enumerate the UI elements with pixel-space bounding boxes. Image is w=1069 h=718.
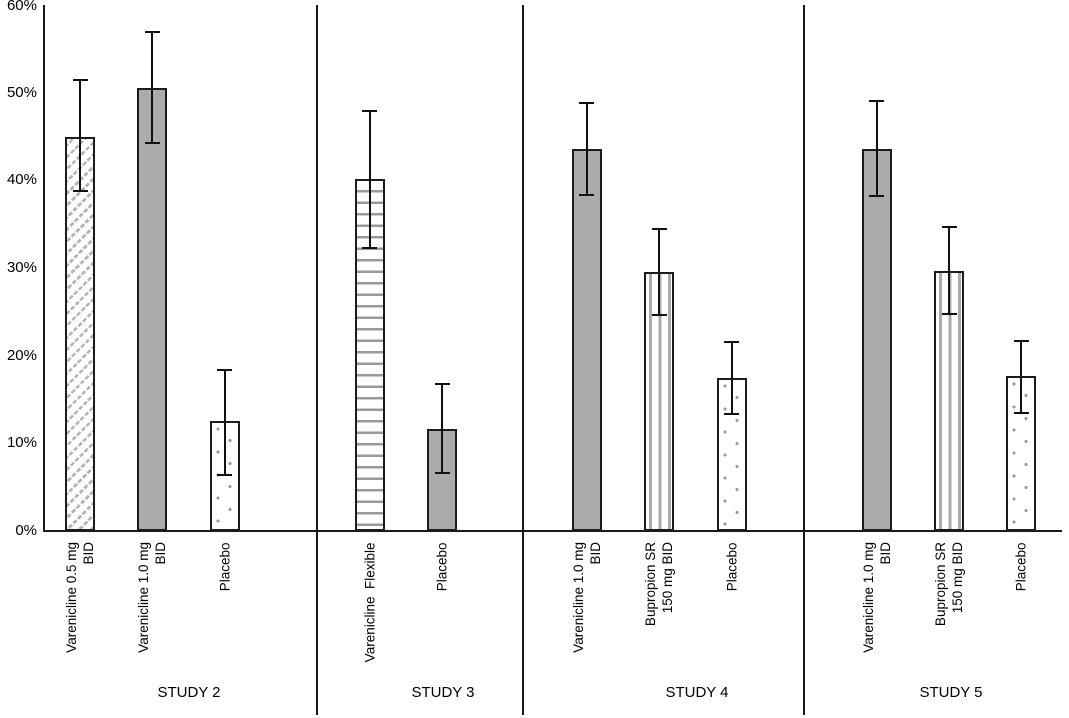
study-divider xyxy=(316,5,318,715)
error-bar-cap-bottom xyxy=(72,189,88,192)
error-bar-cap-top xyxy=(434,382,450,385)
error-bar-cap-top xyxy=(1013,339,1029,342)
study-label: STUDY 5 xyxy=(919,684,983,701)
error-bar-line xyxy=(875,101,878,197)
y-axis-tick-label-0pct: 0% xyxy=(15,522,37,539)
study-label: STUDY 3 xyxy=(411,684,475,701)
x-axis-line xyxy=(43,530,1062,532)
y-axis-tick-label-10pct: 10% xyxy=(6,434,37,452)
study-divider xyxy=(803,5,805,715)
y-axis-tick-label-30pct: 30% xyxy=(6,259,37,276)
bar xyxy=(65,136,95,531)
bar-label: Varenicline 0.5 mg BID xyxy=(64,542,96,653)
error-bar-cap-top xyxy=(72,79,88,82)
error-bar-cap-top xyxy=(579,102,595,105)
error-bar-cap-bottom xyxy=(579,194,595,197)
error-bar-cap-bottom xyxy=(869,195,885,198)
y-axis-tick-label-20pct: 20% xyxy=(6,346,37,364)
error-bar-line xyxy=(730,341,733,415)
error-bar-cap-top xyxy=(217,368,233,371)
error-bar-cap-top xyxy=(724,340,740,343)
error-bar-cap-bottom xyxy=(941,313,957,316)
bar-label: Varenicline 1.0 mg BID xyxy=(570,542,603,653)
error-bar-line xyxy=(441,383,444,474)
error-bar-cap-bottom xyxy=(434,472,450,475)
bar xyxy=(137,88,168,531)
error-bar-line xyxy=(368,111,371,248)
error-bar-cap-top xyxy=(869,100,885,103)
error-bar-cap-bottom xyxy=(144,141,160,144)
error-bar-line xyxy=(79,80,81,191)
study-divider xyxy=(522,5,524,715)
error-bar-cap-top xyxy=(941,225,957,228)
error-bar-cap-bottom xyxy=(1013,411,1029,414)
error-bar-line xyxy=(223,369,226,475)
error-bar-cap-bottom xyxy=(651,314,667,317)
bar xyxy=(861,148,892,531)
y-axis-tick-label-40pct: 40% xyxy=(6,171,37,189)
error-bar-cap-top xyxy=(362,110,378,113)
error-bar-line xyxy=(658,229,661,316)
error-bar-cap-bottom xyxy=(362,246,378,249)
error-bar-line xyxy=(151,32,154,143)
error-bar-cap-bottom xyxy=(724,413,740,416)
error-bar-line xyxy=(1020,340,1023,413)
y-axis-tick-label-50pct: 50% xyxy=(6,83,37,101)
y-axis-tick-label-60pct: 60% xyxy=(6,0,37,14)
study-label: STUDY 2 xyxy=(157,684,221,701)
error-bar-cap-top xyxy=(144,31,160,34)
error-bar-cap-bottom xyxy=(217,473,233,476)
bar xyxy=(571,148,602,531)
error-bar-line xyxy=(585,103,588,196)
study-label: STUDY 4 xyxy=(665,684,729,701)
error-bar-line xyxy=(948,226,951,315)
error-bar-cap-top xyxy=(651,228,667,231)
y-axis-line xyxy=(43,5,45,531)
